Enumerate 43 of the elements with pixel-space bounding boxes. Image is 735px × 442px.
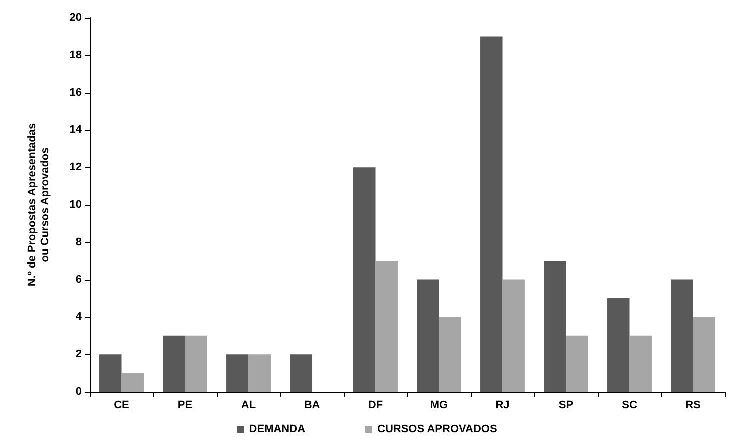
bar [290,354,312,392]
y-tick-label: 18 [70,49,82,62]
bar [439,317,462,392]
bar [248,354,271,392]
x-tick-label: RJ [496,400,510,412]
bar [544,261,566,392]
y-tick-label: 10 [70,199,82,211]
y-tick-label: 4 [76,311,83,324]
bar [100,354,122,392]
y-tick-label: 20 [70,12,82,24]
x-tick-label: CE [114,400,130,412]
bar [630,336,652,392]
y-tick-label: 12 [70,162,82,174]
bar [185,336,208,392]
y-tick-label: 16 [70,86,82,99]
legend-label: DEMANDA [249,424,306,436]
x-tick-label: MG [430,400,448,412]
bar [693,317,716,392]
bar [671,280,694,392]
bar [163,336,186,392]
bar [480,36,503,392]
bar [354,168,376,392]
y-tick-label: 0 [76,386,82,398]
y-tick-label: 6 [76,274,82,286]
bar [122,373,144,392]
x-tick-label: RS [686,400,701,412]
x-tick-label: AL [241,400,256,412]
bar [502,280,525,392]
y-tick-label: 2 [76,348,82,361]
bar [226,354,249,392]
legend-label: CURSOS APROVADOS [378,424,498,436]
x-tick-label: SC [622,400,638,412]
y-axis-title: N.º de Propostas Apresentadas ou Cursos Aprovados [26,123,52,287]
x-tick-label: SP [558,400,574,412]
y-tick-label: 8 [76,236,82,248]
bar [608,298,630,392]
bar [566,336,588,392]
bar [417,280,440,392]
bar [376,261,398,392]
x-tick-label: PE [178,400,193,412]
x-tick-label: BA [304,400,320,412]
y-tick-label: 14 [70,124,83,136]
x-tick-label: DF [368,400,384,412]
